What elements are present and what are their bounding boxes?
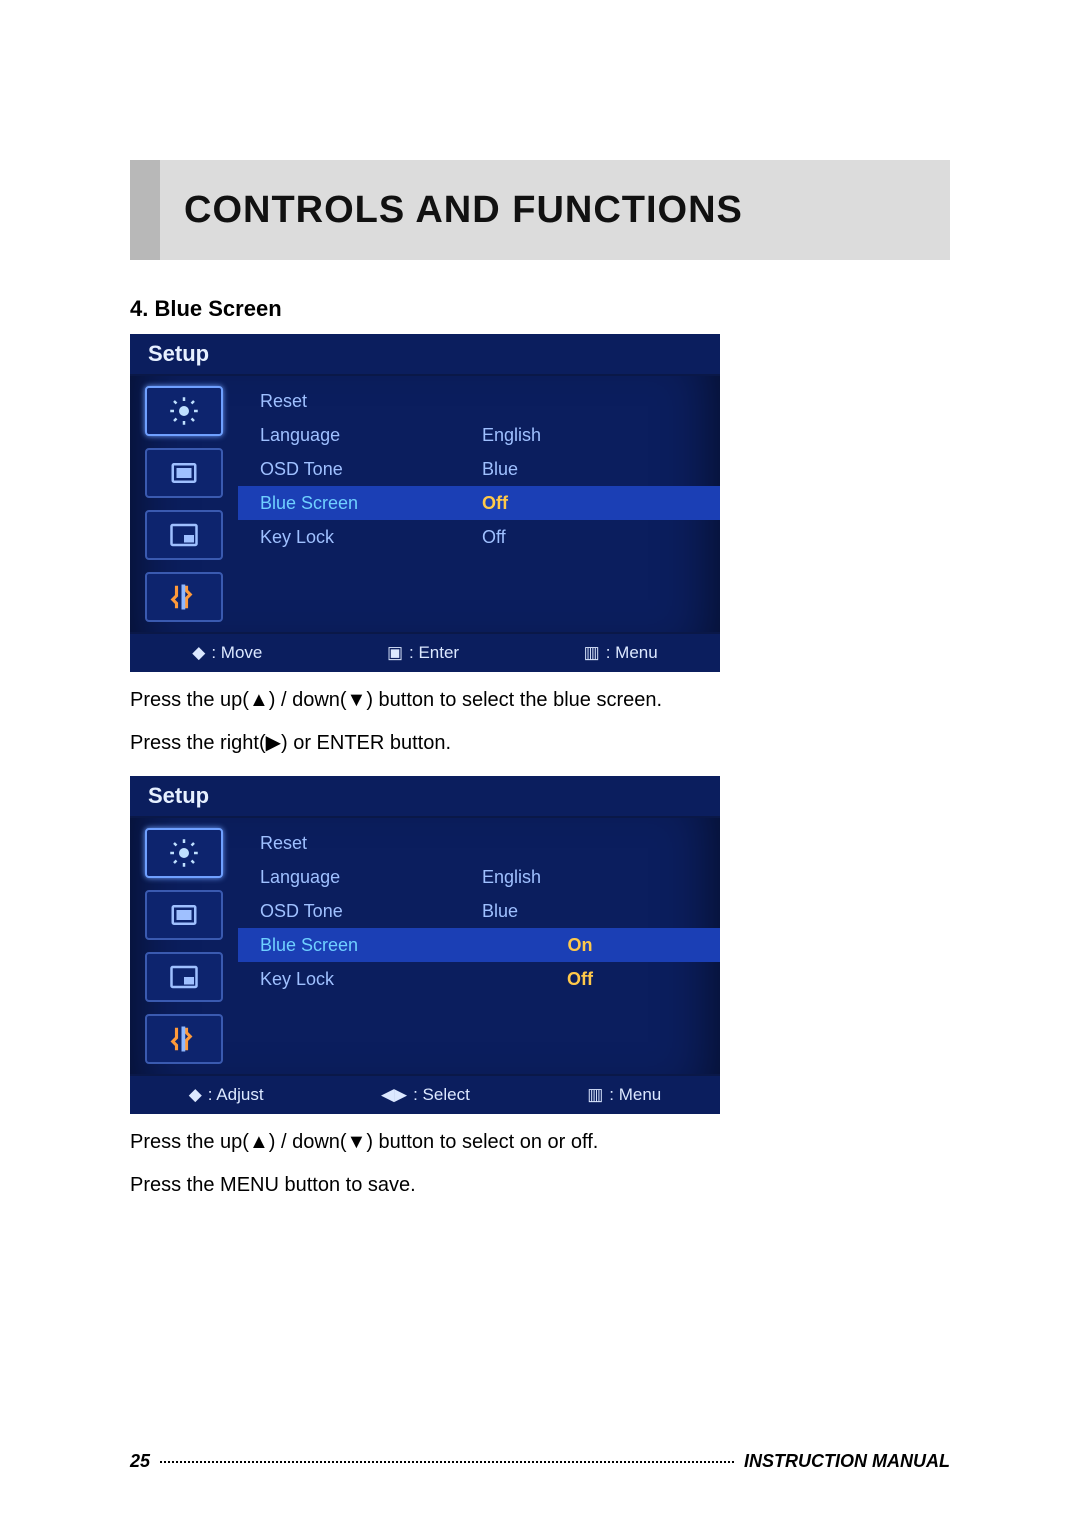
hint-label: : Adjust — [208, 1085, 264, 1105]
osd-row-value: On — [470, 935, 720, 956]
osd-menu-row[interactable]: LanguageEnglish — [238, 860, 720, 894]
osd-footer-hint: ◆ : Adjust — [189, 1085, 264, 1105]
tools-icon[interactable] — [145, 1014, 223, 1064]
picture-icon[interactable] — [145, 448, 223, 498]
osd-header-label: Setup — [148, 341, 209, 367]
hint-label: : Select — [413, 1085, 470, 1105]
osd-row-label: Reset — [238, 833, 470, 854]
osd-menu-row[interactable]: OSD ToneBlue — [238, 894, 720, 928]
hint-label: : Move — [211, 643, 262, 663]
osd-screenshot-2: Setup ResetLanguageEnglishOSD ToneBlueBl… — [130, 776, 720, 1114]
hint-glyph-icon: ▣ — [387, 643, 403, 663]
osd-row-label: Key Lock — [238, 969, 470, 990]
hint-glyph-icon: ◀▶ — [381, 1085, 407, 1105]
osd-header: Setup — [130, 334, 720, 376]
osd-menu-row[interactable]: Blue ScreenOn — [238, 928, 720, 962]
brightness-icon[interactable] — [145, 828, 223, 878]
osd-sidebar — [130, 818, 238, 1074]
footer-label: INSTRUCTION MANUAL — [744, 1451, 950, 1472]
osd-row-label: Key Lock — [238, 527, 470, 548]
osd-footer-hint: ▥ : Menu — [587, 1085, 661, 1105]
hint-label: : Enter — [409, 643, 459, 663]
osd-menu-row[interactable]: LanguageEnglish — [238, 418, 720, 452]
osd-header: Setup — [130, 776, 720, 818]
osd-row-value: English — [470, 867, 720, 888]
osd-row-label: OSD Tone — [238, 901, 470, 922]
osd-menu-row[interactable]: Key LockOff — [238, 520, 720, 554]
osd-menu-row[interactable]: Blue ScreenOff — [238, 486, 720, 520]
osd-menu-row[interactable]: OSD ToneBlue — [238, 452, 720, 486]
tools-icon[interactable] — [145, 572, 223, 622]
hint-label: : Menu — [606, 643, 658, 663]
osd-footer-hint: ◀▶ : Select — [381, 1085, 470, 1105]
osd-list: ResetLanguageEnglishOSD ToneBlueBlue Scr… — [238, 376, 720, 632]
title-accent — [130, 160, 160, 260]
manual-page: CONTROLS AND FUNCTIONS 4. Blue Screen Se… — [0, 0, 1080, 1527]
osd-row-value: Off — [470, 527, 720, 548]
osd-row-label: Reset — [238, 391, 470, 412]
osd-list: ResetLanguageEnglishOSD ToneBlueBlue Scr… — [238, 818, 720, 1074]
page-number: 25 — [130, 1451, 150, 1472]
osd-menu-row[interactable]: Reset — [238, 384, 720, 418]
osd-body: ResetLanguageEnglishOSD ToneBlueBlue Scr… — [130, 818, 720, 1074]
osd-row-label: Language — [238, 425, 470, 446]
osd-sidebar — [130, 376, 238, 632]
subsection-heading: 4. Blue Screen — [130, 296, 950, 322]
instruction-text: Press the up(▲) / down(▼) button to sele… — [130, 1128, 950, 1157]
picture-icon[interactable] — [145, 890, 223, 940]
osd-footer-hint: ◆ : Move — [192, 643, 262, 663]
osd-footer: ◆ : Adjust ◀▶ : Select ▥ : Menu — [130, 1074, 720, 1114]
osd-row-label: Blue Screen — [238, 935, 470, 956]
instruction-text: Press the up(▲) / down(▼) button to sele… — [130, 686, 950, 715]
pip-icon[interactable] — [145, 952, 223, 1002]
osd-row-value: Off — [470, 969, 720, 990]
instruction-text: Press the right(▶) or ENTER button. — [130, 729, 950, 758]
osd-menu-row[interactable]: Key LockOff — [238, 962, 720, 996]
osd-menu-row[interactable]: Reset — [238, 826, 720, 860]
instruction-text: Press the MENU button to save. — [130, 1171, 950, 1200]
page-footer: 25 INSTRUCTION MANUAL — [130, 1451, 950, 1472]
osd-row-value: English — [470, 425, 720, 446]
osd-footer: ◆ : Move ▣ : Enter ▥ : Menu — [130, 632, 720, 672]
hint-glyph-icon: ◆ — [192, 643, 205, 663]
osd-footer-hint: ▥ : Menu — [584, 643, 658, 663]
osd-header-label: Setup — [148, 783, 209, 809]
osd-row-value: Off — [470, 493, 720, 514]
osd-row-value: Blue — [470, 901, 720, 922]
section-title: CONTROLS AND FUNCTIONS — [184, 189, 743, 232]
hint-glyph-icon: ▥ — [587, 1085, 603, 1105]
osd-row-label: Blue Screen — [238, 493, 470, 514]
osd-row-label: OSD Tone — [238, 459, 470, 480]
pip-icon[interactable] — [145, 510, 223, 560]
brightness-icon[interactable] — [145, 386, 223, 436]
hint-label: : Menu — [609, 1085, 661, 1105]
osd-footer-hint: ▣ : Enter — [387, 643, 459, 663]
section-title-bar: CONTROLS AND FUNCTIONS — [130, 160, 950, 260]
osd-screenshot-1: Setup ResetLanguageEnglishOSD ToneBlueBl… — [130, 334, 720, 672]
footer-dots — [160, 1461, 734, 1463]
osd-row-label: Language — [238, 867, 470, 888]
osd-row-value: Blue — [470, 459, 720, 480]
hint-glyph-icon: ◆ — [189, 1085, 202, 1105]
hint-glyph-icon: ▥ — [584, 643, 600, 663]
osd-body: ResetLanguageEnglishOSD ToneBlueBlue Scr… — [130, 376, 720, 632]
